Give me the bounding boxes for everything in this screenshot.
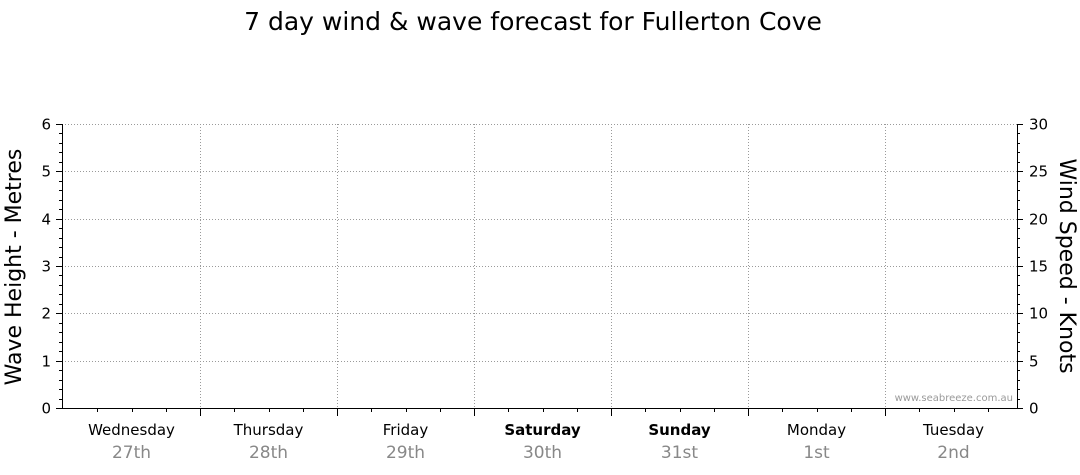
watermark-text: www.seabreeze.com.au xyxy=(895,393,1013,404)
left-tick-label: 5 xyxy=(41,163,51,181)
right-tick-label: 25 xyxy=(1029,163,1048,181)
chart-title: 7 day wind & wave forecast for Fullerton… xyxy=(244,7,822,36)
grid-lines xyxy=(62,124,1017,408)
left-axis: 0 1 2 3 4 5 6 xyxy=(41,116,63,418)
day-name-label: Friday xyxy=(383,421,429,439)
day-date-label: 30th xyxy=(523,443,562,463)
day-name-label: Sunday xyxy=(648,421,711,439)
left-tick-label: 3 xyxy=(41,258,51,276)
left-axis-title: Wave Height - Metres xyxy=(2,149,27,386)
day-name-label: Wednesday xyxy=(88,421,175,439)
right-tick-label: 30 xyxy=(1029,116,1048,134)
right-tick-label: 0 xyxy=(1029,400,1039,418)
right-tick-label: 20 xyxy=(1029,211,1048,229)
left-tick-label: 2 xyxy=(41,305,51,323)
right-tick-label: 5 xyxy=(1029,353,1039,371)
day-date-label: 29th xyxy=(386,443,425,463)
left-tick-label: 1 xyxy=(41,353,51,371)
day-date-label: 31st xyxy=(661,443,698,463)
day-name-label: Tuesday xyxy=(922,421,984,439)
left-tick-label: 0 xyxy=(41,400,51,418)
day-date-label: 28th xyxy=(249,443,288,463)
day-date-label: 1st xyxy=(803,443,830,463)
right-axis-title: Wind Speed - Knots xyxy=(1054,158,1079,373)
left-tick-label: 4 xyxy=(41,211,51,229)
right-axis: 0 5 10 15 20 25 30 xyxy=(1017,116,1048,418)
day-date-label: 2nd xyxy=(937,443,969,463)
day-name-label: Monday xyxy=(787,421,846,439)
day-labels: Wednesday 27th Thursday 28th Friday 29th Satur… xyxy=(88,421,984,463)
right-tick-label: 10 xyxy=(1029,305,1048,323)
day-name-label: Saturday xyxy=(504,421,581,439)
day-name-label: Thursday xyxy=(233,421,304,439)
right-tick-label: 15 xyxy=(1029,258,1048,276)
day-date-label: 27th xyxy=(112,443,151,463)
x-axis xyxy=(62,408,1017,416)
left-tick-label: 6 xyxy=(41,116,51,134)
